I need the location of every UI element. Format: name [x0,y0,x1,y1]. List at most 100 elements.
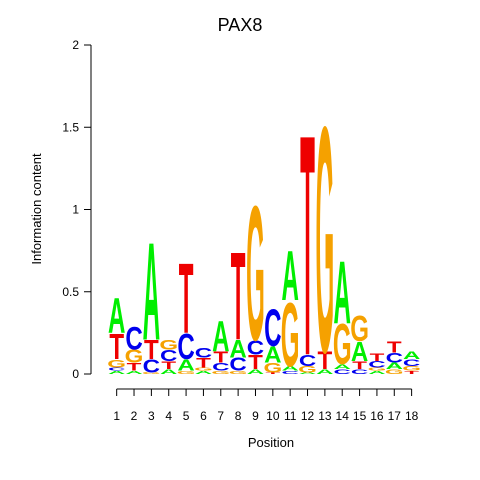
logo-letter-g: G [281,285,300,386]
y-tick-label: 0 [72,367,79,381]
logo-letter-c: C [229,354,246,375]
logo-letter-c: C [403,358,420,368]
logo-letter-c: C [334,368,352,376]
x-tick-label: 16 [370,409,384,423]
logo-letter-t: T [109,326,124,367]
logo-letter-t: T [161,359,176,372]
logo-letter-a: A [247,368,265,376]
logo-letter-c: C [125,320,142,356]
x-tick-label: 11 [284,409,297,423]
logo-letter-c: C [299,352,317,370]
logo-letter-g: G [159,337,178,352]
y-tick-label: 2 [72,38,79,52]
logo-letter-g: G [211,370,230,375]
logo-letter-c: C [386,351,403,366]
logo-letter-a: A [125,370,143,375]
logo-letter-g: G [177,370,196,375]
logo-letter-a: A [334,242,351,342]
logo-letter-a: A [386,361,403,371]
logo-letter-g: G [316,60,335,420]
logo-letter-g: G [368,366,387,371]
x-tick-label: 14 [336,409,350,423]
y-axis: 0 0.5 1 1.5 2 [62,38,92,381]
x-tick-label: 1 [113,409,120,423]
logo-letter-a: A [160,368,178,376]
y-tick-label: 0.5 [62,285,79,299]
x-tick-label: 17 [388,409,402,423]
logo-letter-g: G [385,368,404,376]
x-tick-label: 18 [405,409,419,423]
logo-letter-t: T [127,360,142,373]
logo-letter-g: G [194,366,213,371]
logo-letter-a: A [316,368,334,376]
x-tick-label: 9 [252,409,259,423]
logo-letter-g: G [333,313,352,377]
x-tick-label: 5 [183,409,190,423]
logo-letter-t: T [352,359,367,372]
logo-letter-a: A [143,214,160,370]
y-tick-label: 1.5 [62,120,79,134]
logo-letter-a: A [195,370,213,375]
logo-letter-a: A [281,237,298,316]
x-axis-title: Position [248,435,294,450]
logo-letter-g: G [107,357,126,370]
logo-letter-c: C [247,336,264,359]
logo-letter-c: C [264,298,281,357]
x-tick-label: 4 [165,409,172,423]
logo-letter-a: A [334,363,352,371]
logo-letter-t: T [179,243,194,354]
logo-letter-t: T [248,351,263,374]
x-tick-label: 8 [235,409,242,423]
logo-letter-a: A [281,365,299,373]
x-tick-label: 15 [353,409,367,423]
logo-letter-g: G [246,165,265,380]
logo-letter-a: A [229,336,247,364]
logo-letter-g: G [402,365,421,373]
x-tick-label: 6 [200,409,207,423]
logo-letter-c: C [212,360,230,373]
logo-letter-a: A [299,372,316,375]
logo-letter-c: C [177,326,194,367]
logo-letter-c: C [143,356,160,377]
logo-letter-a: A [368,370,386,375]
logo-letter-c: C [160,347,178,365]
logo-letter-t: T [213,348,228,366]
logo-letter-c: C [195,346,212,361]
logo-letter-g: G [142,372,161,375]
logo-letter-t: T [404,370,419,375]
chart-title: PAX8 [218,15,263,35]
logo-letter-a: A [177,357,195,375]
logo-letter-c: C [351,368,369,376]
x-tick-label: 7 [217,409,224,423]
logo-letter-g: G [350,308,369,349]
logo-letter-a: A [264,342,281,367]
logo-column: ATG [316,60,335,420]
x-tick-label: 12 [301,409,315,423]
logo-letter-c: C [281,370,299,375]
logo-letter-t: T [144,336,159,366]
logo-letter-t: T [318,348,333,376]
logo-letter-t: T [265,372,280,375]
logo-letter-a: A [212,313,229,361]
logo-letter-t: T [370,351,385,364]
logo-letter-g: G [298,364,317,374]
x-tick-label: 13 [318,409,332,423]
logo-letter-t: T [231,227,246,367]
x-tick-label: 2 [131,409,138,423]
x-tick-label: 10 [266,409,280,423]
